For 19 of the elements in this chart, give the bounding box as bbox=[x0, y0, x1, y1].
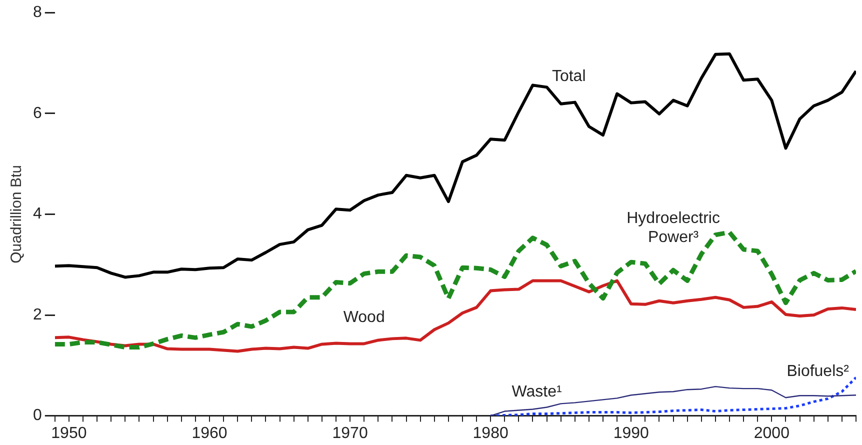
line-series bbox=[54, 230, 856, 350]
x-tick-label: 1970 bbox=[332, 424, 368, 442]
x-tick-label: 2000 bbox=[754, 424, 790, 442]
line-series bbox=[489, 376, 856, 416]
y-axis-title: Quadrillion Btu bbox=[8, 165, 26, 264]
series-label: Waste¹ bbox=[512, 384, 562, 401]
x-tick-label: 1990 bbox=[613, 424, 650, 442]
x-tick-label: 1960 bbox=[192, 424, 228, 442]
series-label: Biofuels² bbox=[786, 363, 850, 380]
y-tick-label: 4 bbox=[32, 206, 42, 223]
series-label: Total bbox=[552, 68, 586, 86]
series-label: Hydroelectric Power³ bbox=[626, 210, 720, 246]
x-tick-label: 1980 bbox=[472, 424, 508, 442]
series-label: Wood bbox=[343, 309, 385, 326]
y-tick-label: 8 bbox=[32, 4, 42, 22]
x-tick-label: 1950 bbox=[51, 424, 87, 442]
y-tick-label: 0 bbox=[32, 407, 42, 424]
y-tick-label: 6 bbox=[32, 104, 42, 122]
y-tick-label: 2 bbox=[32, 306, 42, 324]
